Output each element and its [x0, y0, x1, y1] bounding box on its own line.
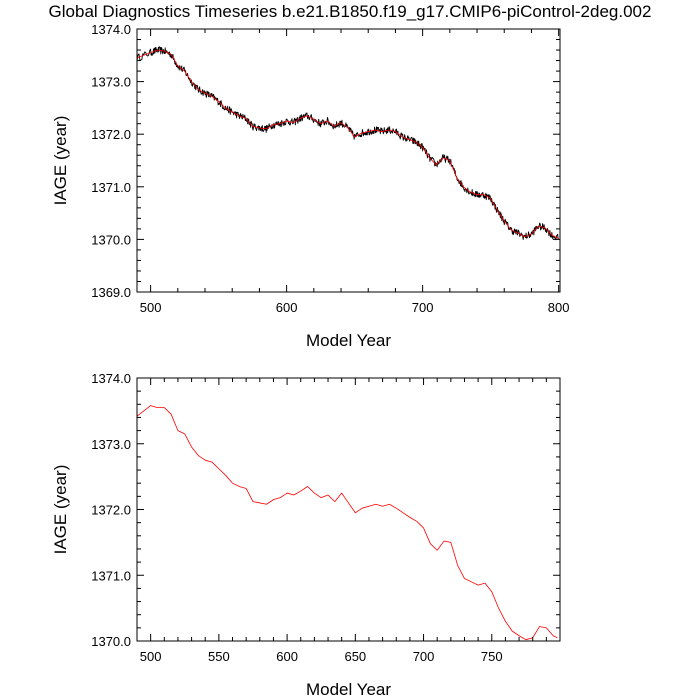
y-tick-label: 1373.0 — [91, 75, 131, 90]
x-tick-label: 600 — [276, 649, 298, 664]
chart-panel-2: 500 550 600 650 700 750 1370.0 1371.0 1372.0 1373… — [51, 371, 561, 699]
y-tick-label: 1372.0 — [91, 503, 131, 518]
x-tick-label: 700 — [412, 300, 434, 315]
y-tick-label: 1370.0 — [91, 634, 131, 649]
x-tick-label: 750 — [481, 649, 503, 664]
x-axis-label: Model Year — [306, 680, 391, 699]
y-tick-label: 1370.0 — [91, 232, 131, 247]
x-tick-label: 700 — [413, 649, 435, 664]
x-tick-label: 600 — [276, 300, 298, 315]
y-tick-label: 1369.0 — [91, 285, 131, 300]
plot-frame — [136, 377, 561, 642]
series-line-annual-mean — [136, 405, 558, 641]
x-tick-label: 800 — [548, 300, 570, 315]
y-tick-label: 1371.0 — [91, 568, 131, 583]
figure-title: Global Diagnostics Timeseries b.e21.B185… — [48, 2, 652, 21]
series-line-annual-mean — [136, 49, 559, 239]
y-tick-label: 1374.0 — [91, 22, 131, 37]
plot-frame — [136, 28, 561, 293]
series-line-monthly — [136, 46, 560, 241]
x-tick-label: 500 — [140, 300, 162, 315]
x-tick-label: 550 — [208, 649, 230, 664]
y-tick-label: 1373.0 — [91, 437, 131, 452]
chart-panel-1: 500 600 700 800 1369.0 1370.0 1371.0 1372.0 1373… — [51, 22, 569, 350]
y-axis-label: IAGE (year) — [51, 116, 70, 206]
y-tick-label: 1374.0 — [91, 371, 131, 386]
x-axis-label: Model Year — [306, 331, 391, 350]
y-tick-label: 1372.0 — [91, 127, 131, 142]
x-tick-label: 650 — [344, 649, 366, 664]
x-tick-label: 500 — [140, 649, 162, 664]
y-axis-label: IAGE (year) — [51, 465, 70, 555]
y-tick-label: 1371.0 — [91, 180, 131, 195]
